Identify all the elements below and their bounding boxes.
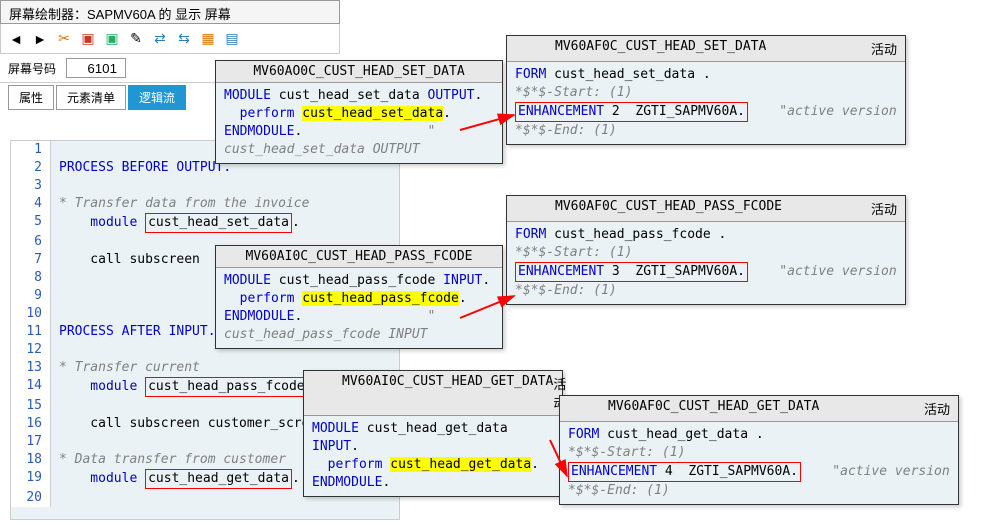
panel-title: MV60AF0C_CUST_HEAD_PASS_FCODE活动 bbox=[507, 196, 905, 222]
tree1-icon[interactable]: ⇄ bbox=[149, 28, 171, 50]
panel-module-get-data: MV60AI0C_CUST_HEAD_GET_DATA活动 MODULE cus… bbox=[303, 370, 563, 497]
box2-icon[interactable]: ▣ bbox=[101, 28, 123, 50]
panel-body: MODULE cust_head_get_data INPUT. perform… bbox=[304, 416, 562, 496]
panel-body: FORM cust_head_get_data . *$*$-Start: (1… bbox=[560, 422, 958, 504]
panel-title: MV60AI0C_CUST_HEAD_PASS_FCODE bbox=[216, 246, 502, 268]
tree2-icon[interactable]: ⇆ bbox=[173, 28, 195, 50]
toolbar: ◄ ► ✂ ▣ ▣ ✎ ⇄ ⇆ ▦ ▤ bbox=[0, 24, 340, 54]
panel-body: MODULE cust_head_pass_fcode INPUT. perfo… bbox=[216, 268, 502, 348]
panel-body: MODULE cust_head_set_data OUTPUT. perfor… bbox=[216, 83, 502, 163]
panel-form-set-data: MV60AF0C_CUST_HEAD_SET_DATA活动 FORM cust_… bbox=[506, 35, 906, 145]
tab-elements[interactable]: 元素清单 bbox=[56, 85, 126, 110]
code-line: 3 bbox=[11, 177, 399, 195]
panel-title: MV60AF0C_CUST_HEAD_GET_DATA活动 bbox=[560, 396, 958, 422]
tab-flowlogic[interactable]: 逻辑流 bbox=[128, 85, 186, 110]
panel-title: MV60AI0C_CUST_HEAD_GET_DATA活动 bbox=[304, 371, 562, 416]
code-line: 4* Transfer data from the invoice bbox=[11, 195, 399, 213]
wand-icon[interactable]: ✎ bbox=[125, 28, 147, 50]
panel-form-pass-fcode: MV60AF0C_CUST_HEAD_PASS_FCODE活动 FORM cus… bbox=[506, 195, 906, 305]
layers-icon[interactable]: ▦ bbox=[197, 28, 219, 50]
panel-module-pass-fcode: MV60AI0C_CUST_HEAD_PASS_FCODE MODULE cus… bbox=[215, 245, 503, 349]
panel-body: FORM cust_head_set_data . *$*$-Start: (1… bbox=[507, 62, 905, 144]
back-icon[interactable]: ◄ bbox=[5, 28, 27, 50]
stack-icon[interactable]: ▤ bbox=[221, 28, 243, 50]
panel-title: MV60AF0C_CUST_HEAD_SET_DATA活动 bbox=[507, 36, 905, 62]
cut-icon[interactable]: ✂ bbox=[53, 28, 75, 50]
window-title: 屏幕绘制器：SAPMV60A 的 显示 屏幕 bbox=[0, 0, 340, 24]
forward-icon[interactable]: ► bbox=[29, 28, 51, 50]
panel-module-set-data: MV60AO0C_CUST_HEAD_SET_DATA MODULE cust_… bbox=[215, 60, 503, 164]
screen-number-label: 屏幕号码 bbox=[8, 60, 56, 77]
screen-number-input[interactable] bbox=[66, 58, 126, 78]
code-line: 5 module cust_head_set_data. bbox=[11, 213, 399, 233]
panel-body: FORM cust_head_pass_fcode . *$*$-Start: … bbox=[507, 222, 905, 304]
tab-attributes[interactable]: 属性 bbox=[8, 85, 54, 110]
panel-form-get-data: MV60AF0C_CUST_HEAD_GET_DATA活动 FORM cust_… bbox=[559, 395, 959, 505]
panel-title: MV60AO0C_CUST_HEAD_SET_DATA bbox=[216, 61, 502, 83]
box1-icon[interactable]: ▣ bbox=[77, 28, 99, 50]
